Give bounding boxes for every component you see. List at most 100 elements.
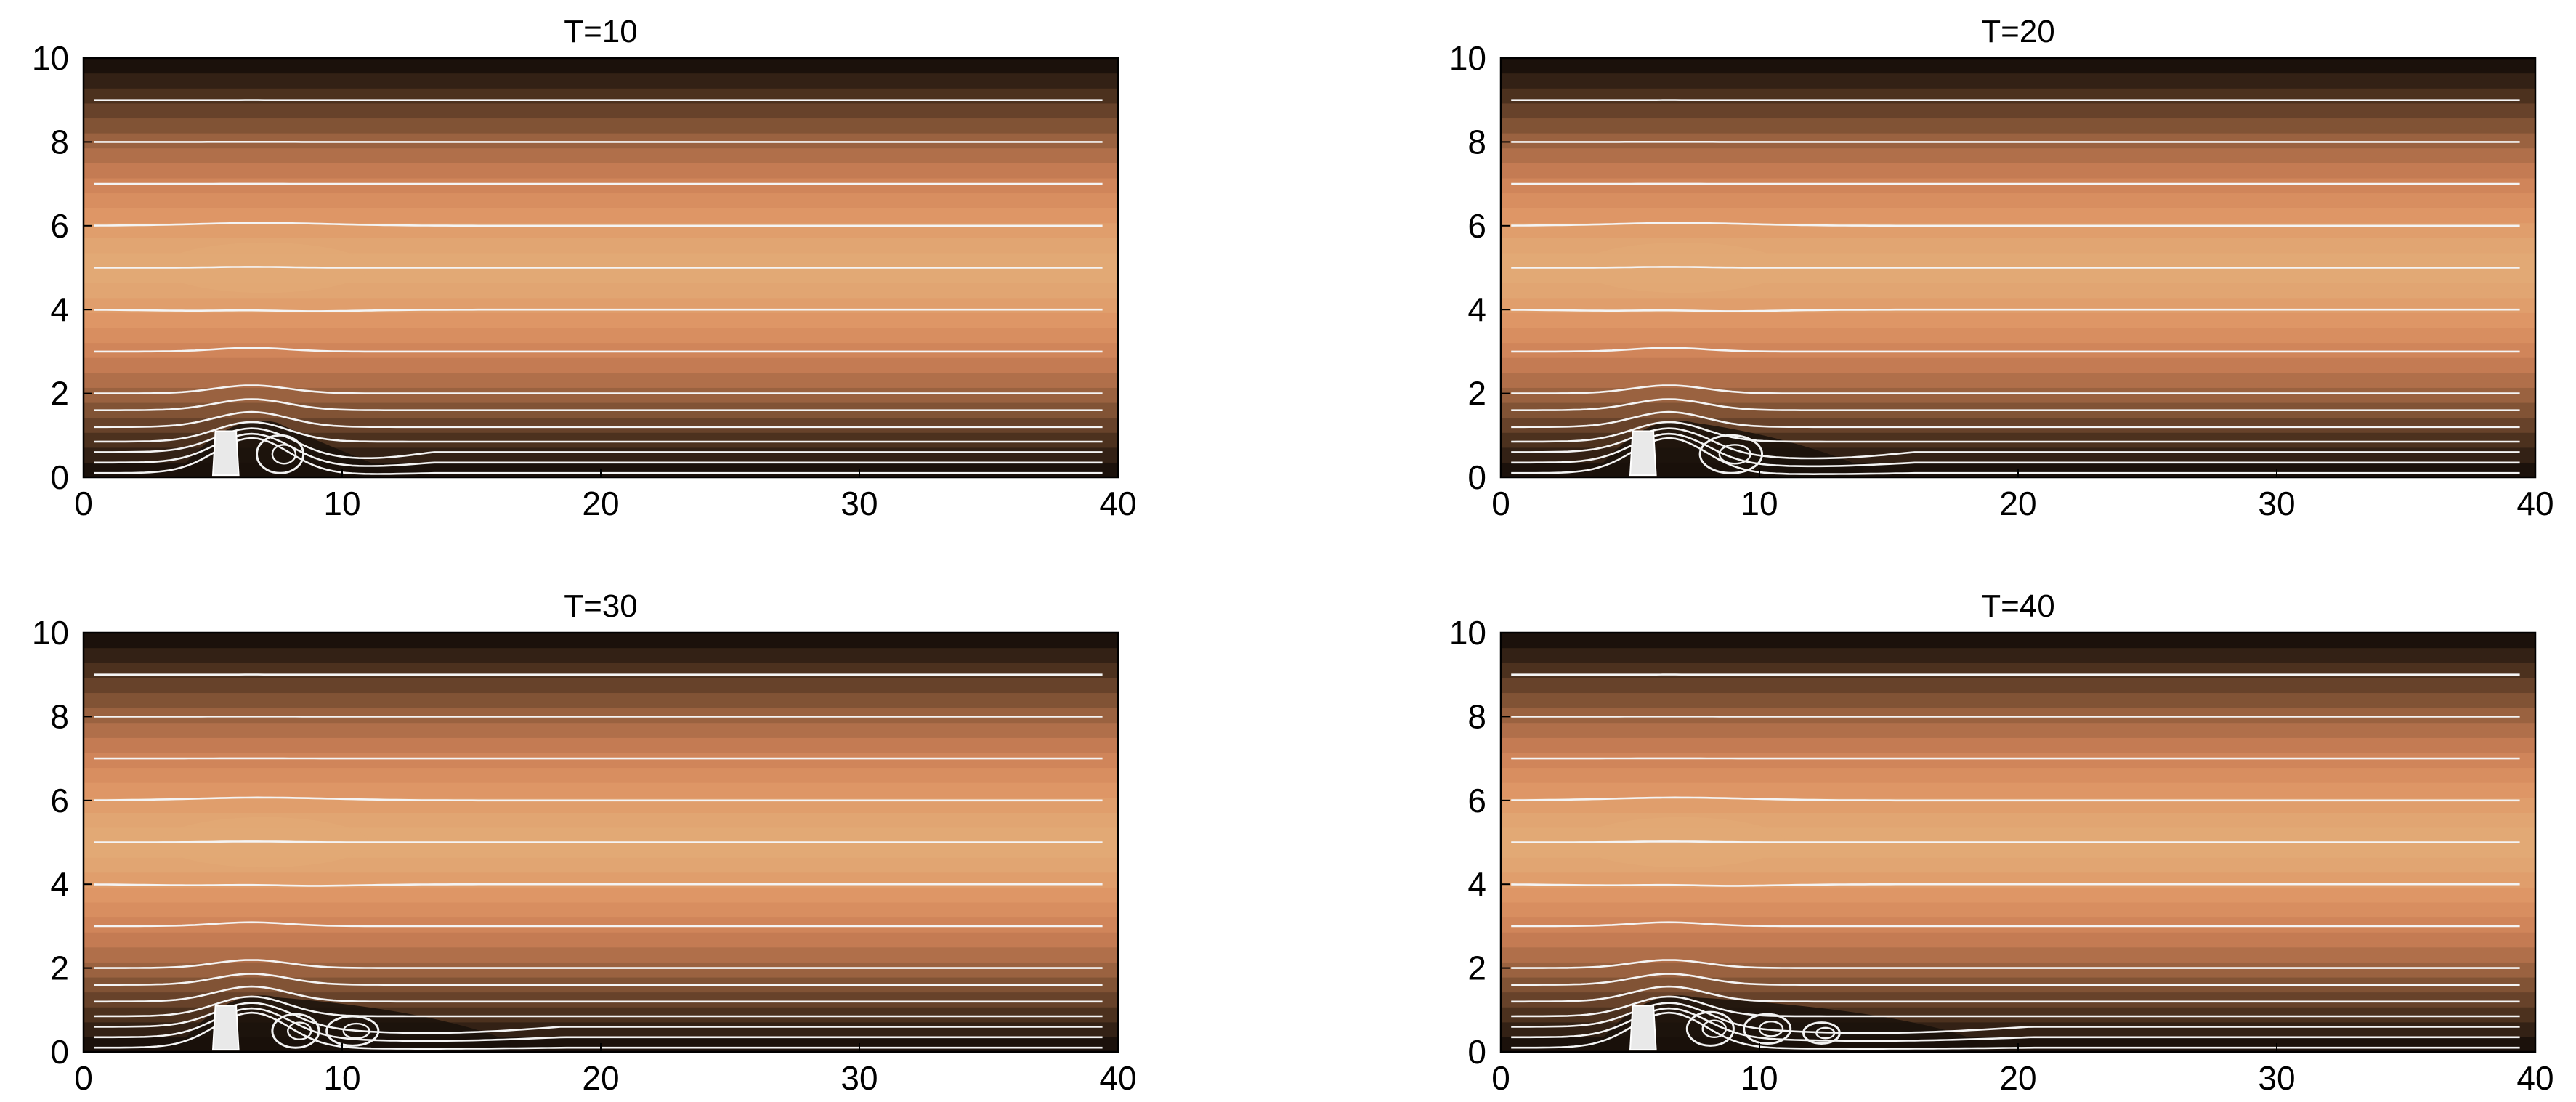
contour-band <box>84 147 1118 163</box>
eddy-streamline <box>1698 434 1764 474</box>
streamline <box>1511 410 2520 429</box>
x-tick-label: 30 <box>2258 1059 2295 1097</box>
plot-area <box>84 633 1118 1052</box>
streamline <box>94 432 1103 467</box>
y-tick-label: 0 <box>1467 458 1486 496</box>
contour-band <box>84 177 1118 194</box>
streamline <box>94 1011 1103 1050</box>
contour-band <box>1501 133 2535 149</box>
streamline <box>94 985 1103 1003</box>
contour-band <box>84 238 1118 254</box>
contour-band <box>84 767 1118 783</box>
streamline <box>94 1002 1103 1034</box>
contour-band <box>1501 283 2535 299</box>
chart-panel-4: T=40 0 10 20 30 40 0 2 4 6 8 10 <box>1449 588 2554 1097</box>
streamline <box>1511 1011 2520 1050</box>
contour-band <box>1501 677 2535 694</box>
eddy-streamline <box>1758 1020 1784 1037</box>
x-tick-label: 10 <box>1741 1059 1778 1097</box>
contour-band <box>1501 917 2535 933</box>
contour-band <box>84 992 1118 1008</box>
contour-band <box>1501 692 2535 708</box>
streamline <box>1511 384 2520 394</box>
contour-band <box>84 133 1118 149</box>
contour-band <box>1501 932 2535 948</box>
eddy-streamline <box>1701 1019 1727 1039</box>
contour-band <box>1501 238 2535 254</box>
contour-band <box>84 357 1118 373</box>
x-tick-label: 40 <box>1099 485 1136 522</box>
y-tick-label: 2 <box>50 375 69 413</box>
eddy-streamline <box>1743 1013 1792 1045</box>
eddy-streamline <box>1685 1010 1735 1047</box>
eddy-streamline <box>271 444 297 465</box>
x-tick-label: 30 <box>841 485 878 522</box>
y-tick-label: 0 <box>50 458 69 496</box>
streamline <box>94 410 1103 429</box>
contour-band <box>84 902 1118 918</box>
contour-band <box>84 752 1118 769</box>
eddy-streamline <box>287 1021 312 1040</box>
y-tick-label: 4 <box>50 865 69 903</box>
plot-area <box>84 58 1118 477</box>
x-tick-label: 20 <box>582 1059 619 1097</box>
y-tick-label: 6 <box>50 782 69 819</box>
contour-band <box>1501 102 2535 119</box>
y-tick-label: 6 <box>50 207 69 245</box>
y-tick-label: 2 <box>1467 375 1486 413</box>
contour-band <box>84 663 1118 678</box>
eddy-streamline <box>271 1013 320 1049</box>
streamline <box>1511 347 2520 353</box>
eddy-streamline <box>256 434 305 474</box>
streamline <box>1511 432 2520 468</box>
chart-panel-3: T=30 0 10 20 30 40 0 2 4 6 8 10 <box>32 588 1137 1097</box>
y-tick-label: 0 <box>50 1033 69 1071</box>
contour-band <box>1501 342 2535 358</box>
contour-band <box>1501 737 2535 753</box>
contour-band <box>1501 962 2535 978</box>
streamline <box>1511 437 2520 476</box>
contour-band <box>1501 752 2535 769</box>
x-tick-label: 10 <box>323 1059 360 1097</box>
x-tick-label: 40 <box>2516 485 2553 522</box>
x-tick-label: 10 <box>1741 485 1778 522</box>
streamline <box>94 347 1103 353</box>
contour-band <box>84 387 1118 403</box>
streamline <box>94 222 1103 227</box>
contour-band <box>1501 633 2535 649</box>
streamline <box>94 995 1103 1018</box>
y-tick-label: 4 <box>1467 865 1486 903</box>
contour-band <box>84 372 1118 388</box>
streamline <box>1511 883 2520 887</box>
streamline <box>94 883 1103 887</box>
contour-band <box>84 692 1118 708</box>
streamline <box>1511 421 2520 443</box>
streamline <box>1511 921 2520 928</box>
contour-band <box>1501 88 2535 104</box>
contour-band <box>1501 857 2535 873</box>
contour-band <box>84 647 1118 663</box>
contour-band <box>1501 73 2535 89</box>
plot-area <box>1501 58 2535 477</box>
contour-band <box>1501 312 2535 328</box>
eddy-streamline <box>1718 444 1751 465</box>
eddy-streamline <box>342 1022 370 1040</box>
streamline <box>1511 840 2520 843</box>
x-tick-label: 30 <box>2258 485 2295 522</box>
contour-band <box>1501 118 2535 134</box>
y-tick-label: 4 <box>50 291 69 328</box>
eddy-streamline <box>1802 1021 1841 1045</box>
obstacle-block <box>1629 1005 1657 1051</box>
contour-band <box>1501 163 2535 179</box>
contour-band <box>84 102 1118 119</box>
y-tick-label: 8 <box>50 697 69 735</box>
x-tick-label: 0 <box>74 1059 93 1097</box>
chart-title: T=10 <box>564 14 638 49</box>
contour-band <box>84 962 1118 978</box>
y-tick-label: 10 <box>1449 614 1486 652</box>
contour-band <box>84 208 1118 224</box>
contour-band <box>1501 372 2535 388</box>
streamline <box>1511 995 2520 1018</box>
streamline <box>94 840 1103 843</box>
streamline <box>94 921 1103 928</box>
